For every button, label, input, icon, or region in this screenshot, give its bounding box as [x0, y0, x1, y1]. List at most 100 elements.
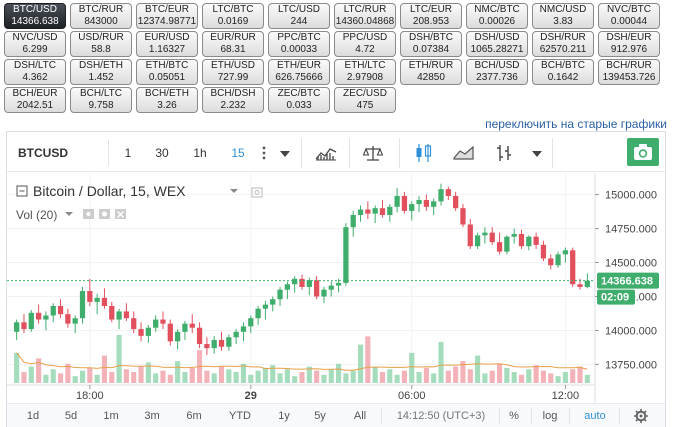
pair-button-dsh-btc[interactable]: DSH/BTC 0.07384: [400, 31, 462, 57]
pair-button-dsh-ltc[interactable]: DSH/LTC 4.362: [4, 59, 66, 85]
pair-button-btc-rur[interactable]: BTC/RUR 843000: [70, 3, 132, 29]
volume-bar: [160, 370, 166, 383]
pair-price: 0.0169: [217, 16, 249, 27]
pair-button-eth-usd[interactable]: ETH/USD 727.99: [202, 59, 264, 85]
pair-button-nvc-usd[interactable]: NVC/USD 6.299: [4, 31, 66, 57]
candle-body: [350, 214, 356, 228]
pair-button-zec-btc[interactable]: ZEC/BTC 0.033: [268, 87, 330, 113]
volume-bar: [153, 373, 159, 383]
pair-button-dsh-eth[interactable]: DSH/ETH 1.452: [70, 59, 132, 85]
interval-30-button[interactable]: 30: [155, 146, 169, 160]
area-chart-type-icon[interactable]: [447, 140, 481, 166]
range-1y-button[interactable]: 1y: [278, 410, 290, 422]
pair-name: USD/RUR: [78, 32, 124, 43]
candle-body: [357, 209, 364, 215]
compare-scales-icon[interactable]: [357, 140, 389, 166]
pair-button-bch-eur[interactable]: BCH/EUR 2042.51: [4, 87, 66, 113]
volume-bar: [262, 367, 268, 383]
pair-button-bch-usd[interactable]: BCH/USD 2377.736: [466, 59, 528, 85]
series-menu-icon[interactable]: [230, 189, 238, 193]
symbol-search-input[interactable]: BTCUSD: [13, 140, 109, 166]
pair-price: 1.16327: [148, 44, 186, 55]
pair-button-ppc-btc[interactable]: PPC/BTC 0.00033: [268, 31, 330, 57]
pair-button-usd-rur[interactable]: USD/RUR 58.8: [70, 31, 132, 57]
candle-body: [438, 189, 444, 202]
pair-button-nmc-btc[interactable]: NMC/BTC 0.00026: [466, 3, 528, 29]
pair-button-bch-ltc[interactable]: BCH/LTC 9.758: [70, 87, 132, 113]
pair-button-eur-rur[interactable]: EUR/RUR 68.31: [202, 31, 264, 57]
pair-button-zec-usd[interactable]: ZEC/USD 475: [334, 87, 396, 113]
candles-chart-type-icon[interactable]: [407, 140, 441, 166]
pair-button-bch-rur[interactable]: BCH/RUR 139453.726: [598, 59, 660, 85]
indicators-icon[interactable]: [309, 140, 343, 166]
pair-name: LTC/EUR: [409, 4, 453, 15]
range-6m-button[interactable]: 6m: [186, 410, 202, 422]
chart-plot-area[interactable]: 15000.00014750.00014500.00014250.0001400…: [7, 173, 665, 403]
pair-name: ZEC/USD: [343, 88, 387, 99]
pair-price: 626.75666: [275, 72, 323, 83]
volume-menu-icon[interactable]: [65, 212, 73, 216]
price-tick-label: 14000.000: [605, 325, 657, 337]
chart-settings-gear-icon[interactable]: [631, 404, 651, 427]
interval-1-button[interactable]: 1: [124, 146, 132, 160]
interval-dropdown-icon[interactable]: [275, 140, 295, 166]
volume-bar: [460, 361, 466, 383]
range-all-button[interactable]: All: [353, 410, 367, 422]
volume-bar: [240, 363, 247, 383]
pair-button-eur-usd[interactable]: EUR/USD 1.16327: [136, 31, 198, 57]
volume-bar: [123, 369, 129, 383]
candle-body: [496, 242, 503, 252]
candle-body: [233, 331, 239, 338]
range-5y-button[interactable]: 5y: [314, 410, 326, 422]
screenshot-camera-button[interactable]: [627, 138, 659, 166]
pair-button-nvc-btc[interactable]: NVC/BTC 0.00044: [598, 3, 660, 29]
range-ytd-button[interactable]: YTD: [229, 410, 251, 422]
time-tick-label: 29: [245, 390, 257, 402]
candle-body: [570, 250, 576, 285]
pair-button-eth-btc[interactable]: ETH/BTC 0.05051: [136, 59, 198, 85]
range-5d-button[interactable]: 5d: [64, 410, 78, 422]
pair-button-btc-usd[interactable]: BTC/USD 14366.638: [4, 3, 66, 29]
pair-button-btc-eur[interactable]: BTC/EUR 12374.98771: [136, 3, 198, 29]
pair-button-bch-eth[interactable]: BCH/ETH 3.26: [136, 87, 198, 113]
pair-button-dsh-eur[interactable]: DSH/EUR 912.976: [598, 31, 660, 57]
volume-bar: [423, 367, 429, 383]
range-1d-button[interactable]: 1d: [26, 410, 40, 422]
range-3m-button[interactable]: 3m: [144, 410, 160, 422]
interval-15-button[interactable]: 15: [231, 146, 245, 160]
pair-price: 0.05051: [148, 72, 186, 83]
pair-button-dsh-rur[interactable]: DSH/RUR 62570.211: [532, 31, 594, 57]
chart-type-dropdown-icon[interactable]: [527, 140, 547, 166]
volume-bar: [570, 369, 576, 383]
percent-scale-button[interactable]: %: [509, 410, 519, 422]
pair-button-bch-btc[interactable]: BCH/BTC 0.1642: [532, 59, 594, 85]
pair-button-ltc-eur[interactable]: LTC/EUR 208.953: [400, 3, 462, 29]
pair-name: DSH/BTC: [409, 32, 453, 43]
candle-body: [409, 204, 415, 211]
price-chart-svg[interactable]: 15000.00014750.00014500.00014250.0001400…: [7, 173, 665, 403]
volume-bar: [57, 373, 64, 383]
pair-button-eth-eur[interactable]: ETH/EUR 626.75666: [268, 59, 330, 85]
pair-button-bch-dsh[interactable]: BCH/DSH 2.232: [202, 87, 264, 113]
more-intervals-icon[interactable]: [257, 140, 271, 166]
pair-button-ltc-usd[interactable]: LTC/USD 244: [268, 3, 330, 29]
range-1m-button[interactable]: 1m: [103, 410, 119, 422]
bars-chart-type-icon[interactable]: [487, 140, 521, 166]
volume-bar: [540, 370, 547, 383]
series-settings-icon[interactable]: [251, 187, 263, 198]
pair-button-dsh-usd[interactable]: DSH/USD 1065.28271: [466, 31, 528, 57]
pair-button-nmc-usd[interactable]: NMC/USD 3.83: [532, 3, 594, 29]
pair-button-eth-rur[interactable]: ETH/RUR 42850: [400, 59, 462, 85]
switch-to-old-charts-link[interactable]: переключить на старые графики: [485, 117, 667, 131]
interval-1h-button[interactable]: 1h: [193, 146, 207, 160]
pair-name: PPC/USD: [342, 32, 388, 43]
pair-button-ppc-usd[interactable]: PPC/USD 4.72: [334, 31, 396, 57]
candle-body: [28, 312, 34, 330]
pair-button-ltc-btc[interactable]: LTC/BTC 0.0169: [202, 3, 264, 29]
volume-bar: [555, 376, 561, 383]
pair-button-eth-ltc[interactable]: ETH/LTC 2.97908: [334, 59, 396, 85]
pair-button-ltc-rur[interactable]: LTC/RUR 14360.04868: [334, 3, 396, 29]
candle-body: [248, 318, 254, 327]
auto-scale-button[interactable]: auto: [584, 410, 606, 422]
log-scale-button[interactable]: log: [542, 410, 558, 422]
